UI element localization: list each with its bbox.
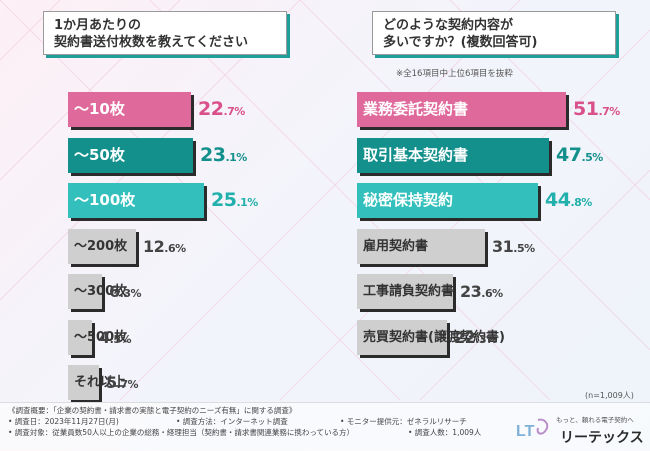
bar-1-4: 工事請負契約書 (357, 274, 455, 309)
bar-label-0-2: 〜100枚 (74, 191, 136, 209)
left-title-line2: 契約書送付枚数を教えてください (54, 35, 248, 50)
right-title-line2: 多いですか？(複数回答可) (383, 35, 538, 50)
bar-1-3: 雇用契約書 (357, 228, 485, 264)
bar-0-5: 〜500枚 (68, 319, 127, 355)
bar-0-3: 〜200枚 (68, 228, 136, 264)
bar-0-2: 〜100枚 (68, 183, 204, 218)
footer-summary: 《調査概要：「企業の契約書・請求書の実態と電子契約のニーズ有無」に関する調査》 (8, 406, 297, 415)
value-dec-0-3: .6% (164, 241, 186, 255)
value-int-0-4: 6 (109, 282, 120, 301)
bar-0-0: 〜10枚 (68, 92, 191, 127)
left-chart-title: 1か月あたりの 契約書送付枚数を教えてください (43, 11, 287, 55)
bar-label-0-1: 〜50枚 (74, 145, 125, 164)
value-dec-0-0: .7% (223, 105, 245, 118)
value-int-0-3: 12 (143, 236, 165, 256)
bar-1-1: 取引基本契約書 (357, 137, 549, 173)
value-int-0-0: 22 (198, 98, 224, 120)
value-dec-1-5: .3% (475, 332, 497, 346)
value-label-0-5: 4.5% (99, 320, 132, 355)
value-dec-1-4: .6% (481, 287, 503, 300)
footer-provider: • モニター提供元：ゼネラルリサーチ (340, 417, 467, 426)
bar-label-1-4: 工事請負契約書 (363, 284, 455, 299)
value-dec-0-2: .1% (236, 196, 258, 209)
value-label-0-6: 5.7% (106, 365, 139, 400)
footer-count: • 調査人数：1,009人 (408, 428, 482, 437)
value-label-1-1: 47.5% (556, 138, 603, 173)
value-label-0-4: 6.3% (109, 274, 142, 309)
value-dec-1-1: .5% (581, 150, 603, 164)
value-int-0-6: 5 (106, 373, 117, 392)
bar-0-1: 〜50枚 (68, 137, 193, 173)
survey-footer (0, 402, 650, 451)
bar-label-0-3: 〜200枚 (74, 238, 128, 254)
value-int-0-5: 4 (99, 327, 110, 347)
logo-tagline: もっと、頼れる電子契約へ (556, 416, 634, 424)
bar-0-6: それ以上 (68, 365, 126, 400)
value-int-0-2: 25 (211, 189, 237, 211)
value-dec-1-3: .5% (513, 241, 535, 255)
value-label-1-5: 22.3% (454, 320, 497, 355)
right-title-line1: どのような契約内容が (383, 18, 514, 33)
logo-mark-text: LT (516, 423, 535, 440)
value-int-1-2: 44 (545, 189, 571, 211)
bar-1-2: 秘密保持契約 (357, 183, 538, 218)
bar-label-0-6: それ以上 (74, 375, 127, 390)
bar-1-5: 売買契約書(譲渡契約書) (357, 319, 505, 355)
value-int-1-4: 23 (460, 282, 482, 301)
value-label-1-3: 31.5% (492, 229, 535, 264)
footer-target: • 調査対象：従業員数50人以上の企業の総務・経理担当（契約書・請求書関連業務に… (8, 428, 354, 437)
value-dec-1-0: .7% (598, 105, 620, 118)
bar-label-1-3: 雇用契約書 (363, 238, 429, 254)
value-label-0-2: 25.1% (211, 183, 258, 218)
footer-date: • 調査日：2023年11月27日(月) (8, 417, 119, 426)
value-label-0-0: 22.7% (198, 92, 245, 127)
value-int-1-1: 47 (556, 143, 582, 166)
bar-label-1-1: 取引基本契約書 (363, 145, 469, 164)
value-label-0-1: 23.1% (200, 138, 247, 173)
bar-label-0-5: 〜500枚 (74, 329, 128, 345)
value-dec-0-6: .7% (116, 378, 139, 391)
value-label-0-3: 12.6% (143, 229, 186, 264)
value-dec-0-5: .5% (109, 332, 132, 346)
bar-label-0-0: 〜10枚 (74, 100, 125, 118)
bar-1-0: 業務委託契約書 (357, 92, 566, 127)
value-int-0-1: 23 (200, 143, 226, 166)
value-label-1-0: 51.7% (573, 92, 620, 127)
value-dec-0-4: .3% (119, 287, 142, 300)
value-int-1-3: 31 (492, 236, 514, 256)
value-label-1-4: 23.6% (460, 274, 503, 309)
right-chart-note: ※全16項目中上位6項目を抜粋 (396, 69, 513, 79)
value-label-1-2: 44.8% (545, 183, 592, 218)
value-int-1-0: 51 (573, 98, 599, 120)
right-chart-title: どのような契約内容が 多いですか？(複数回答可) (372, 11, 616, 55)
bar-label-1-2: 秘密保持契約 (363, 191, 454, 209)
value-int-1-5: 22 (454, 327, 476, 347)
company-logo-icon: LT (516, 418, 549, 440)
bar-label-0-4: 〜300枚 (74, 284, 128, 299)
bar-0-4: 〜300枚 (68, 274, 127, 309)
value-dec-1-2: .8% (570, 196, 592, 209)
logo-name: リーテックス (560, 430, 644, 446)
bar-label-1-5: 売買契約書(譲渡契約書) (363, 329, 505, 345)
sample-size-label: (n=1,009人) (585, 391, 634, 400)
left-title-line1: 1か月あたりの (54, 18, 142, 33)
bar-label-1-0: 業務委託契約書 (363, 100, 469, 118)
footer-method: • 調査方法：インターネット調査 (176, 417, 288, 426)
value-dec-0-1: .1% (225, 150, 247, 164)
